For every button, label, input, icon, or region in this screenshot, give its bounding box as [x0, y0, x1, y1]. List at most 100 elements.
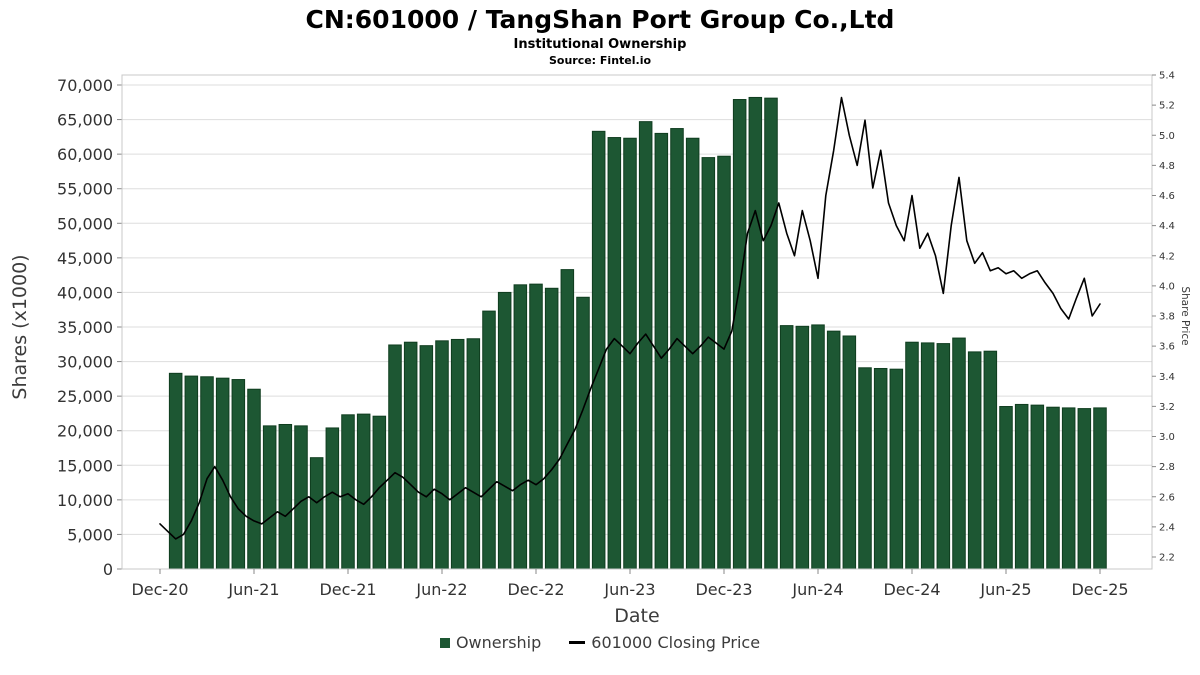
ownership-bar — [482, 310, 496, 570]
legend-price-label: 601000 Closing Price — [591, 633, 761, 652]
ownership-bar — [701, 157, 716, 570]
svg-text:5.4: 5.4 — [1159, 71, 1175, 82]
svg-text:15,000: 15,000 — [57, 456, 113, 475]
ownership-bar — [999, 406, 1013, 570]
ownership-bar — [764, 97, 778, 570]
svg-text:5.2: 5.2 — [1159, 101, 1175, 112]
ownership-bar — [513, 284, 528, 570]
svg-text:3.6: 3.6 — [1159, 342, 1175, 353]
svg-text:10,000: 10,000 — [57, 491, 113, 510]
legend-item-ownership[interactable]: Ownership — [439, 633, 542, 652]
svg-text:Jun-25: Jun-25 — [979, 580, 1031, 599]
ownership-bar — [450, 338, 465, 570]
ownership-bar — [920, 342, 935, 570]
legend-ownership-label: Ownership — [455, 633, 542, 652]
legend: Ownership 601000 Closing Price — [0, 633, 1200, 652]
ownership-bar — [341, 414, 355, 570]
x-axis-title: Date — [614, 605, 659, 627]
svg-text:55,000: 55,000 — [57, 180, 113, 199]
ownership-bar — [983, 350, 998, 570]
svg-text:20,000: 20,000 — [57, 422, 113, 441]
svg-text:30,000: 30,000 — [57, 353, 113, 372]
ownership-bar — [889, 368, 904, 570]
svg-text:Jun-22: Jun-22 — [415, 580, 467, 599]
svg-text:Dec-21: Dec-21 — [319, 580, 376, 599]
svg-text:35,000: 35,000 — [57, 318, 113, 337]
ownership-bar — [748, 96, 763, 570]
page: CN:601000 / TangShan Port Group Co.,Ltd … — [0, 5, 1200, 652]
ownership-bar — [325, 427, 340, 570]
ownership-bar — [1061, 407, 1076, 570]
svg-text:Jun-24: Jun-24 — [791, 580, 843, 599]
price-line — [159, 96, 1101, 540]
ownership-bar — [184, 375, 199, 570]
svg-text:5.0: 5.0 — [1159, 131, 1175, 142]
svg-text:25,000: 25,000 — [57, 387, 113, 406]
ownership-bar — [732, 99, 747, 570]
svg-text:Jun-21: Jun-21 — [227, 580, 279, 599]
price-line-swatch-icon — [569, 641, 586, 644]
svg-text:0: 0 — [103, 560, 113, 579]
ownership-bar — [1046, 406, 1060, 570]
ownership-bar — [278, 423, 293, 570]
ownership-bar — [356, 413, 371, 570]
ownership-bar — [905, 341, 919, 570]
chart-title: CN:601000 / TangShan Port Group Co.,Ltd — [305, 5, 895, 34]
ownership-bar — [294, 425, 308, 570]
ownership-bar — [811, 324, 825, 570]
ownership-bar — [873, 367, 888, 570]
svg-text:4.8: 4.8 — [1159, 161, 1175, 172]
ownership-bar — [435, 340, 449, 570]
svg-text:4.2: 4.2 — [1159, 251, 1175, 262]
ownership-bar — [388, 344, 402, 570]
chart-source: Source: Fintel.io — [548, 54, 652, 67]
ownership-bar — [591, 130, 606, 570]
ownership-bar — [670, 128, 684, 570]
ownership-bar — [858, 367, 872, 570]
svg-text:70,000: 70,000 — [57, 76, 113, 95]
svg-text:2.2: 2.2 — [1159, 553, 1175, 564]
ownership-bar — [1093, 407, 1107, 570]
svg-text:40,000: 40,000 — [57, 283, 113, 302]
left-axis-ticks: 0 5,000 10,000 15,000 20,000 25,000 30,000 35,0… — [57, 76, 122, 579]
ownership-bar — [247, 388, 261, 570]
ownership-bar — [419, 345, 434, 570]
svg-text:3.4: 3.4 — [1159, 372, 1175, 383]
ownership-bar — [497, 291, 512, 570]
svg-text:4.4: 4.4 — [1159, 221, 1175, 232]
ownership-bar — [231, 379, 246, 570]
ownership-bar — [529, 283, 543, 570]
ownership-bar — [576, 296, 590, 570]
ownership-bar — [466, 338, 481, 570]
svg-text:60,000: 60,000 — [57, 145, 113, 164]
x-axis-ticks: Dec-20 Jun-21 Dec-21 Jun-22 Dec-22 Jun-23 Dec-… — [131, 569, 1129, 599]
svg-text:Dec-22: Dec-22 — [507, 580, 564, 599]
svg-text:2.8: 2.8 — [1159, 462, 1175, 473]
svg-text:65,000: 65,000 — [57, 111, 113, 130]
ownership-bar — [779, 325, 794, 570]
ownership-bar — [544, 287, 559, 570]
svg-text:Dec-20: Dec-20 — [131, 580, 188, 599]
ownership-bar — [309, 457, 324, 570]
ownership-bar — [607, 137, 622, 570]
right-axis-title: Share Price — [1179, 286, 1191, 345]
ownership-bar — [560, 269, 575, 570]
svg-text:4.6: 4.6 — [1159, 191, 1175, 202]
legend-item-price[interactable]: 601000 Closing Price — [569, 633, 760, 652]
svg-text:3.0: 3.0 — [1159, 432, 1175, 443]
ownership-bar — [638, 121, 653, 570]
ownership-bar — [1077, 408, 1092, 570]
grid-lines — [122, 84, 1152, 570]
ownership-bar — [842, 335, 857, 570]
ownership-bar — [1014, 403, 1029, 570]
ownership-bar — [262, 425, 277, 570]
svg-text:Jun-23: Jun-23 — [603, 580, 655, 599]
ownership-bar — [717, 155, 731, 570]
svg-text:45,000: 45,000 — [57, 249, 113, 268]
chart-svg: 0 5,000 10,000 15,000 20,000 25,000 30,000 35,0… — [9, 71, 1191, 628]
chart-subtitle: Institutional Ownership — [513, 37, 687, 52]
left-axis-title: Shares (x1000) — [9, 254, 31, 399]
axis-titles: Shares (x1000) Share Price Date — [9, 254, 1191, 627]
ownership-bar — [403, 341, 418, 570]
ownership-swatch-icon — [439, 637, 450, 648]
